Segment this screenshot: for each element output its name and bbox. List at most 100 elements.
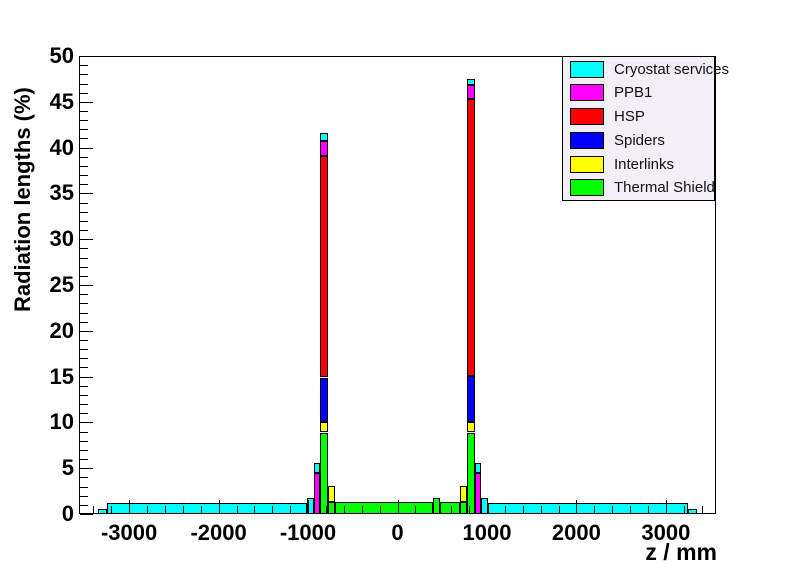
legend-item: Cryostat services bbox=[563, 58, 729, 81]
y-minor-tick bbox=[80, 248, 88, 250]
y-minor-tick bbox=[80, 138, 88, 140]
hist-segment-thermal-shield bbox=[460, 501, 468, 514]
x-minor-tick bbox=[433, 506, 435, 513]
x-minor-tick bbox=[630, 506, 632, 513]
x-tick-label: 2000 bbox=[551, 520, 601, 545]
y-minor-tick bbox=[80, 486, 88, 488]
x-minor-tick bbox=[182, 506, 184, 513]
y-minor-tick bbox=[80, 340, 88, 341]
y-minor-tick bbox=[80, 367, 88, 369]
legend-swatch-cryostat-services bbox=[570, 60, 604, 78]
hist-segment-spiders bbox=[467, 375, 475, 423]
x-tick bbox=[129, 500, 131, 513]
x-minor-tick bbox=[164, 506, 166, 513]
y-tick-label: 15 bbox=[49, 363, 74, 389]
y-minor-tick bbox=[80, 175, 88, 177]
y-minor-tick bbox=[80, 211, 88, 213]
x-tick bbox=[576, 500, 578, 513]
x-minor-tick bbox=[236, 506, 238, 513]
y-tick bbox=[80, 468, 93, 470]
legend-item: HSP bbox=[563, 105, 714, 128]
x-minor-tick bbox=[648, 506, 649, 513]
y-minor-tick bbox=[80, 120, 88, 122]
x-minor-tick bbox=[93, 506, 95, 513]
y-minor-tick bbox=[80, 504, 88, 506]
hist-segment-interlinks bbox=[460, 485, 468, 502]
y-tick bbox=[80, 285, 93, 286]
hist-segment-hsp bbox=[320, 155, 328, 378]
hist-segment-thermal-shield bbox=[467, 432, 475, 514]
y-minor-tick bbox=[80, 111, 88, 112]
hist-segment-thermal-shield bbox=[433, 498, 440, 514]
x-minor-tick bbox=[290, 506, 292, 513]
x-minor-tick bbox=[379, 506, 381, 513]
legend-label: Thermal Shield bbox=[614, 179, 715, 197]
y-tick-label: 35 bbox=[49, 180, 74, 206]
legend-label: Interlinks bbox=[614, 155, 675, 173]
x-tick-label: -1000 bbox=[279, 520, 337, 545]
x-minor-tick bbox=[415, 506, 417, 513]
y-minor-tick bbox=[80, 477, 88, 479]
x-tick-label: 3000 bbox=[641, 520, 691, 545]
x-minor-tick bbox=[272, 506, 274, 513]
x-minor-tick bbox=[683, 506, 685, 513]
legend-swatch-hsp bbox=[570, 108, 604, 126]
x-tick bbox=[397, 500, 399, 513]
x-minor-tick bbox=[343, 506, 345, 513]
x-tick-label: 0 bbox=[391, 520, 404, 545]
hist-segment-hsp bbox=[467, 99, 475, 376]
legend-item: PPB1 bbox=[563, 81, 714, 104]
legend: Cryostat services PPB1 HSP Spiders Interlink… bbox=[562, 56, 729, 201]
y-tick bbox=[80, 514, 93, 515]
hist-segment-ppb1 bbox=[467, 85, 475, 99]
x-minor-tick bbox=[504, 506, 506, 513]
legend-label: HSP bbox=[614, 108, 645, 126]
x-minor-tick bbox=[701, 506, 703, 513]
y-tick-label: 40 bbox=[49, 134, 74, 160]
hist-segment-ppb1 bbox=[320, 141, 328, 156]
y-tick bbox=[80, 147, 93, 149]
hist-segment-spiders bbox=[320, 377, 328, 423]
x-minor-tick bbox=[612, 506, 614, 513]
y-minor-tick bbox=[80, 312, 88, 314]
hist-segment-cryostat-services bbox=[474, 462, 482, 473]
x-minor-tick bbox=[451, 506, 453, 513]
legend-item: Thermal Shield bbox=[563, 176, 715, 199]
y-tick bbox=[80, 422, 93, 424]
y-tick bbox=[80, 193, 93, 195]
legend-label: Cryostat services bbox=[614, 60, 730, 78]
x-minor-tick bbox=[361, 506, 363, 513]
y-minor-tick bbox=[80, 394, 88, 396]
y-minor-tick bbox=[80, 65, 88, 67]
y-tick-label: 45 bbox=[49, 88, 74, 114]
y-tick bbox=[80, 239, 93, 241]
x-minor-tick bbox=[111, 506, 113, 513]
hist-segment-thermal-shield bbox=[334, 501, 434, 514]
legend-swatch-ppb1 bbox=[570, 84, 604, 102]
y-minor-tick bbox=[80, 74, 88, 76]
y-tick bbox=[80, 56, 93, 57]
x-minor-tick bbox=[200, 506, 202, 513]
y-minor-tick bbox=[80, 413, 88, 415]
legend-label: Spiders bbox=[614, 131, 665, 149]
x-tick bbox=[487, 500, 488, 513]
x-minor-tick bbox=[540, 506, 542, 513]
x-axis-title: z / mm bbox=[645, 539, 717, 565]
y-tick-label: 25 bbox=[49, 272, 74, 297]
y-minor-tick bbox=[80, 129, 88, 131]
hist-segment-interlinks bbox=[320, 422, 328, 433]
hist-segment-thermal-shield bbox=[320, 432, 328, 514]
y-tick bbox=[80, 101, 93, 103]
hist-segment-cryostat-services bbox=[467, 78, 475, 86]
legend-item: Interlinks bbox=[563, 153, 714, 176]
y-tick-label: 30 bbox=[49, 226, 74, 252]
y-tick bbox=[80, 330, 93, 332]
hist-segment-cryostat-services bbox=[97, 508, 107, 514]
y-tick-label: 0 bbox=[61, 501, 74, 526]
y-minor-tick bbox=[80, 156, 88, 158]
y-tick-label: 10 bbox=[49, 409, 74, 435]
y-minor-tick bbox=[80, 349, 88, 351]
hist-segment-interlinks bbox=[467, 422, 475, 433]
y-minor-tick bbox=[80, 404, 88, 406]
